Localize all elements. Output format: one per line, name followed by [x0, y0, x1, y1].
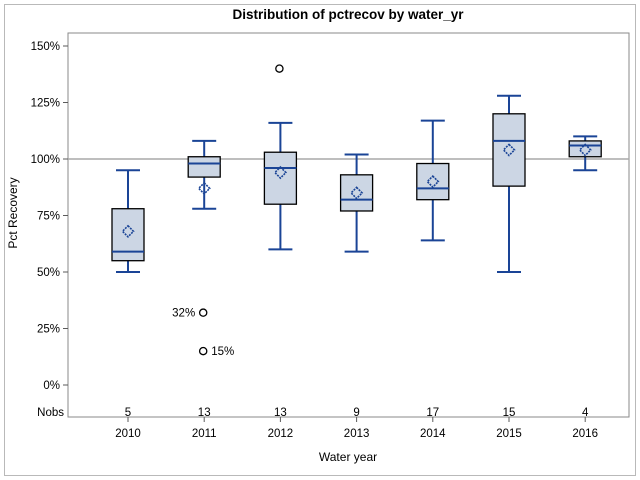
x-tick-label-2016: 2016: [572, 428, 598, 440]
nobs-value-2016: 4: [582, 407, 589, 419]
mean-diamond-2013: [349, 186, 364, 200]
outlier-marker-2011-32: [198, 308, 208, 317]
mean-diamond-2011: [197, 181, 211, 196]
x-axis-title: Water year: [319, 450, 377, 464]
nobs-header: Nobs: [37, 407, 64, 419]
chart-title: Distribution of pctrecov by water_yr: [232, 7, 464, 22]
x-tick-label-2010: 2010: [115, 428, 141, 440]
nobs-value-2010: 5: [125, 407, 131, 419]
mean-diamond-2015: [502, 143, 516, 157]
outlier-marker-2012-140: [275, 64, 284, 73]
mean-diamond-2010: [121, 224, 135, 238]
y-tick-label-0: 0%: [43, 380, 60, 392]
y-tick-label-75: 75%: [37, 211, 60, 223]
x-tick-label-2013: 2013: [344, 428, 370, 440]
box-2011: [187, 156, 221, 178]
box-2014: [416, 162, 450, 201]
box-2015: [492, 113, 526, 187]
outlier-label-2011-15: 15%: [211, 346, 234, 358]
y-axis-title: Pct Recovery: [6, 177, 20, 248]
plot-border: [67, 32, 630, 418]
y-tick-label-100: 100%: [31, 154, 60, 166]
x-tick-label-2012: 2012: [268, 428, 294, 440]
nobs-value-2014: 17: [426, 407, 439, 419]
nobs-value-2012: 13: [274, 407, 287, 419]
x-tick-label-2015: 2015: [496, 428, 522, 440]
box-2010: [111, 208, 145, 262]
x-tick-label-2011: 2011: [192, 428, 217, 440]
x-tick-label-2014: 2014: [420, 428, 446, 440]
mean-diamond-2014: [426, 174, 440, 189]
nobs-value-2011: 13: [198, 407, 211, 419]
y-tick-label-25: 25%: [37, 324, 60, 336]
mean-diamond-2012: [273, 165, 288, 180]
nobs-value-2015: 15: [503, 407, 516, 419]
box-2013: [339, 174, 374, 212]
y-tick-label-50: 50%: [37, 267, 60, 279]
outlier-label-2011-32: 32%: [172, 308, 195, 320]
nobs-value-2013: 9: [353, 407, 359, 419]
y-tick-label-125: 125%: [31, 98, 60, 110]
mean-diamond-2016: [578, 143, 592, 157]
y-tick-label-150: 150%: [31, 41, 60, 53]
outlier-marker-2011-15: [198, 346, 208, 356]
